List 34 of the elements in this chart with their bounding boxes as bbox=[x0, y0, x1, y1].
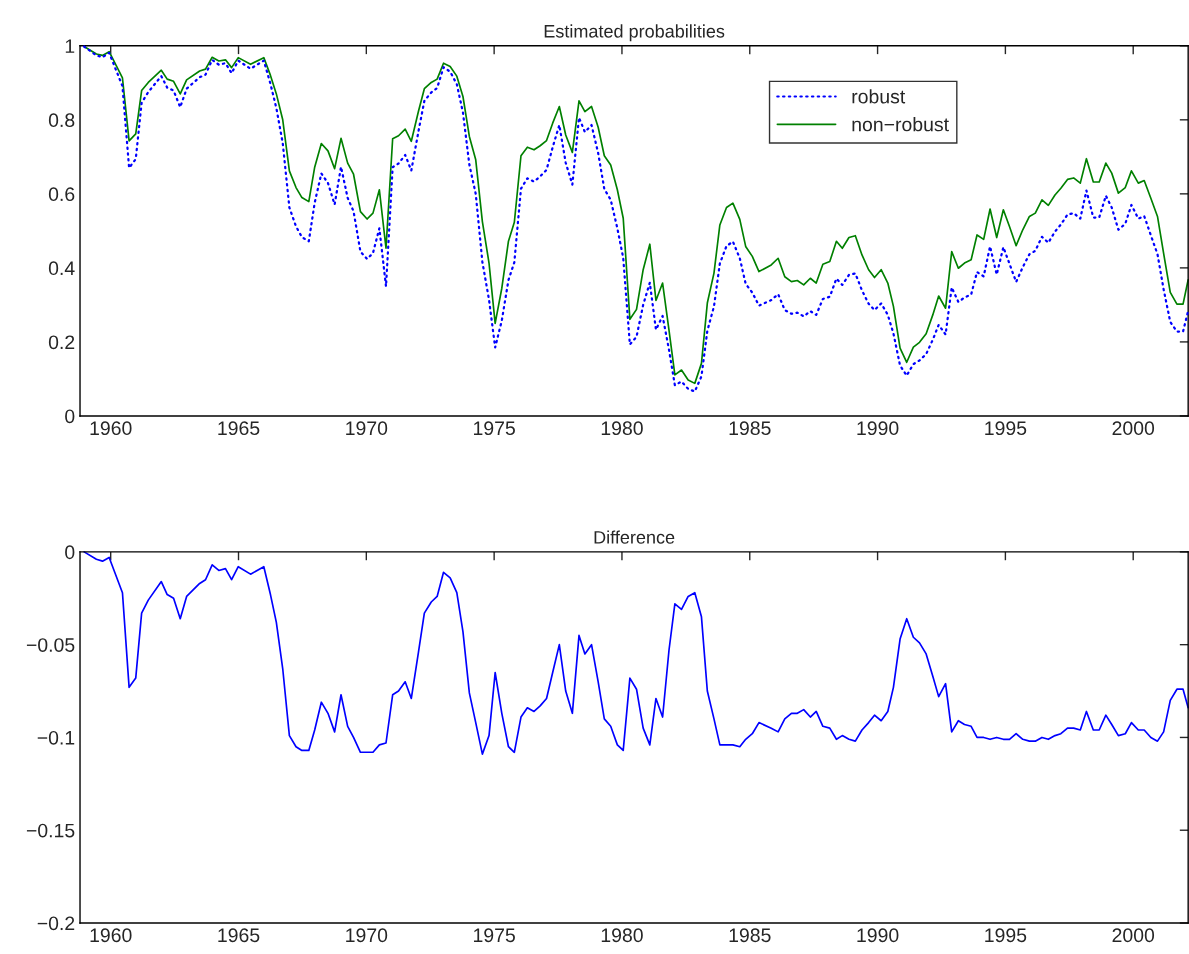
x-tick-label: 1980 bbox=[601, 421, 643, 436]
y-tick-label: −0.05 bbox=[26, 638, 75, 652]
x-tick-label: 1975 bbox=[473, 928, 515, 943]
x-tick-label: 1975 bbox=[473, 421, 515, 436]
x-tick-label: 1965 bbox=[218, 928, 260, 943]
x-tick-label: 1995 bbox=[985, 421, 1027, 436]
x-tick-label: 1965 bbox=[218, 421, 260, 436]
x-tick-label: 1980 bbox=[601, 928, 643, 943]
x-tick-label: 1970 bbox=[346, 421, 388, 436]
x-tick-label: 1960 bbox=[90, 928, 132, 943]
y-tick-label: 0.2 bbox=[48, 335, 75, 350]
y-tick-label: −0.2 bbox=[37, 916, 75, 931]
x-tick-label: 1990 bbox=[857, 928, 899, 943]
y-tick-label: 0.6 bbox=[48, 187, 75, 202]
y-tick-label: 1 bbox=[65, 39, 75, 53]
y-tick-label: −0.1 bbox=[37, 730, 75, 745]
y-tick-label: 0.8 bbox=[48, 113, 75, 128]
chart-title: Difference bbox=[594, 530, 675, 544]
x-tick-label: 2000 bbox=[1112, 421, 1155, 436]
legend-label: robust bbox=[852, 89, 906, 104]
x-tick-label: 1985 bbox=[729, 421, 771, 436]
x-tick-label: 1995 bbox=[985, 928, 1027, 943]
line-series bbox=[83, 551, 1189, 755]
y-tick-label: 0.4 bbox=[48, 261, 75, 276]
x-tick-label: 2000 bbox=[1112, 928, 1155, 943]
chart-title: Estimated probabilities bbox=[544, 24, 725, 42]
y-tick-label: 0 bbox=[65, 409, 75, 424]
x-tick-label: 1985 bbox=[729, 928, 771, 943]
y-tick-label: −0.15 bbox=[26, 823, 75, 838]
x-tick-label: 1990 bbox=[857, 421, 899, 436]
legend-label: non−robust bbox=[852, 117, 949, 132]
y-tick-label: 0 bbox=[65, 545, 75, 560]
x-tick-label: 1970 bbox=[346, 928, 388, 943]
x-tick-label: 1960 bbox=[90, 421, 132, 436]
